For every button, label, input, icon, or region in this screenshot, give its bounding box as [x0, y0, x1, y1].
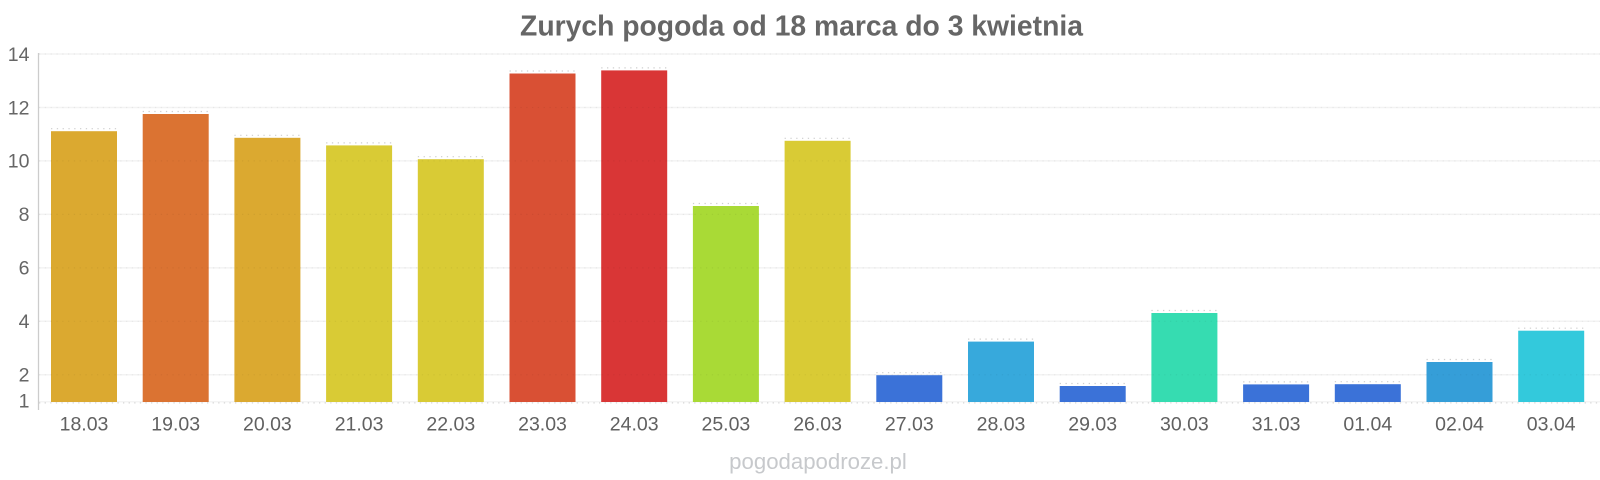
svg-text:26.03: 26.03 — [793, 414, 842, 436]
svg-text:6: 6 — [19, 258, 30, 280]
svg-text:28.03: 28.03 — [977, 414, 1026, 436]
svg-text:24.03: 24.03 — [610, 414, 659, 436]
svg-text:8: 8 — [19, 204, 30, 226]
svg-text:14: 14 — [8, 44, 30, 66]
svg-text:4: 4 — [19, 311, 30, 333]
svg-text:pogodapodroze.pl: pogodapodroze.pl — [729, 449, 907, 474]
svg-text:29.03: 29.03 — [1068, 414, 1117, 436]
svg-text:20.03: 20.03 — [243, 414, 292, 436]
svg-text:23.03: 23.03 — [518, 414, 567, 436]
svg-text:31.03: 31.03 — [1252, 414, 1301, 436]
svg-text:30.03: 30.03 — [1160, 414, 1209, 436]
svg-text:22.03: 22.03 — [426, 414, 475, 436]
svg-text:02.04: 02.04 — [1435, 414, 1484, 436]
svg-text:Zurych pogoda od 18 marca do 3: Zurych pogoda od 18 marca do 3 kwietnia — [520, 10, 1083, 42]
svg-text:1: 1 — [19, 391, 30, 413]
svg-text:21.03: 21.03 — [335, 414, 384, 436]
svg-text:27.03: 27.03 — [885, 414, 934, 436]
svg-text:25.03: 25.03 — [701, 414, 750, 436]
svg-text:12: 12 — [8, 97, 30, 119]
svg-text:10: 10 — [8, 151, 30, 173]
svg-text:2: 2 — [19, 365, 30, 387]
svg-text:19.03: 19.03 — [151, 414, 200, 436]
svg-text:01.04: 01.04 — [1343, 414, 1392, 436]
svg-text:18.03: 18.03 — [60, 414, 109, 436]
svg-text:03.04: 03.04 — [1527, 414, 1576, 436]
